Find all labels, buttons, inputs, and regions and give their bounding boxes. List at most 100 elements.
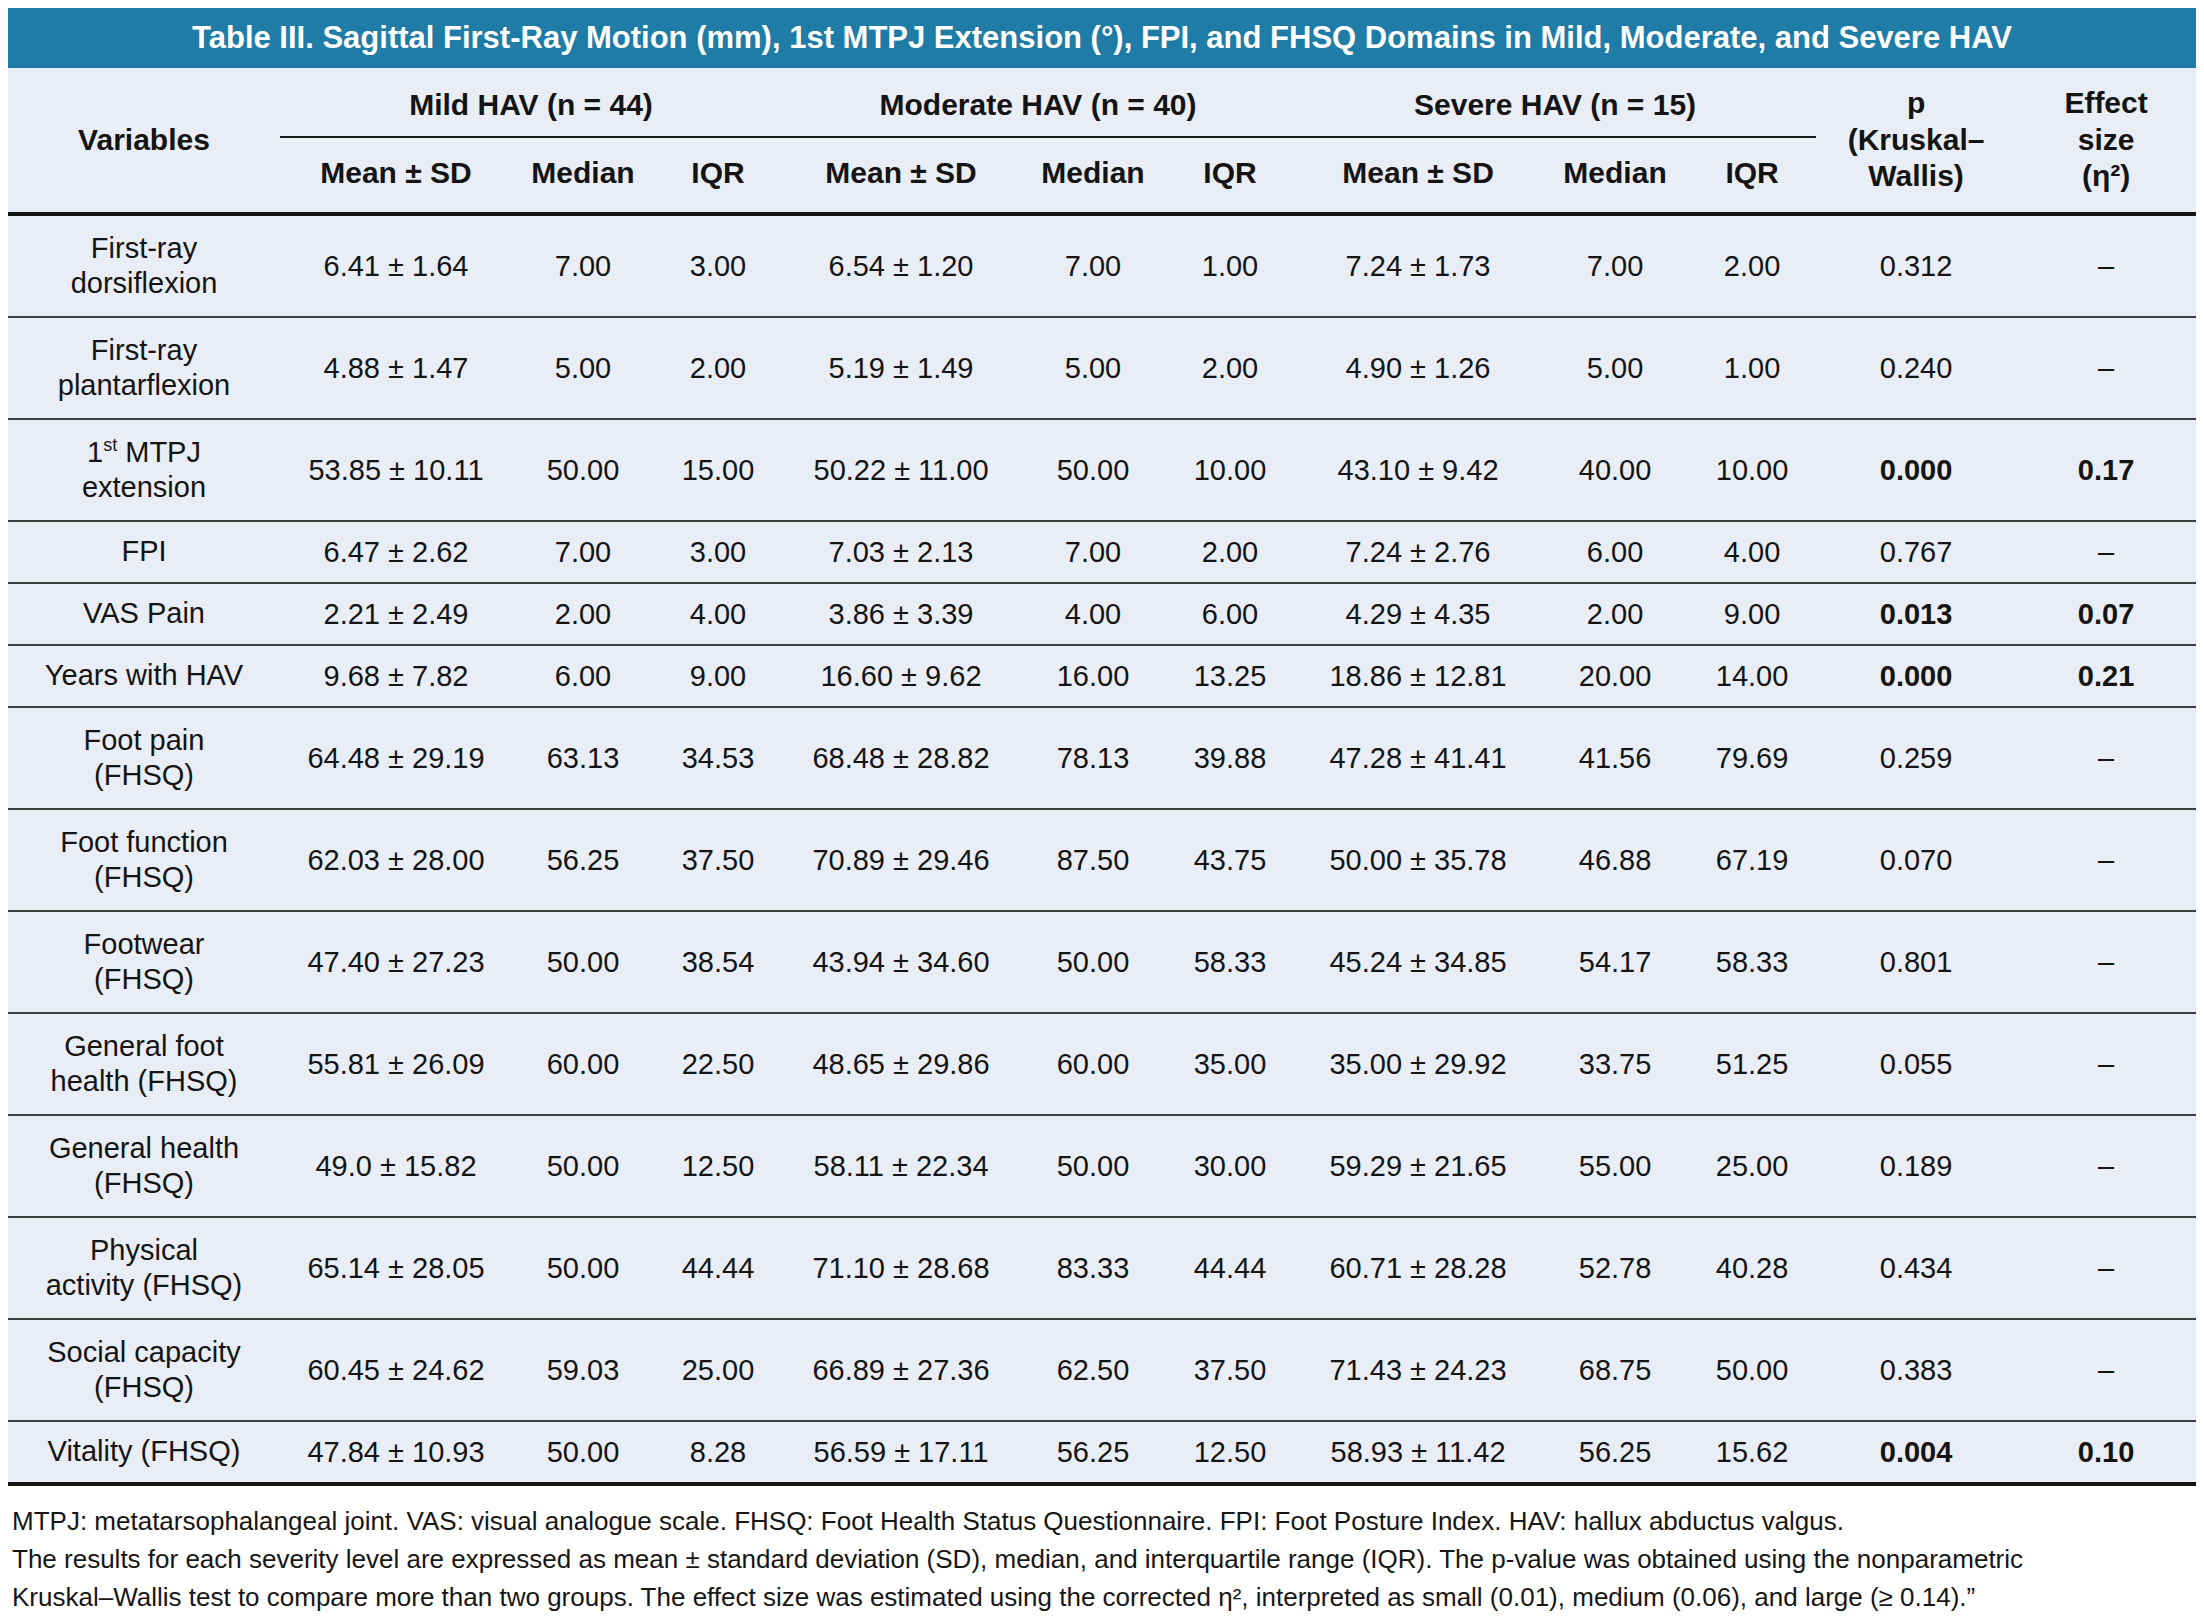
value-cell: 4.29 ± 4.35 — [1294, 583, 1542, 645]
p-value-cell: 0.801 — [1816, 911, 2016, 1013]
value-cell: 49.0 ± 15.82 — [280, 1115, 512, 1217]
value-cell: 20.00 — [1542, 645, 1688, 707]
footnote-line-methods-1: The results for each severity level are … — [12, 1540, 2192, 1578]
value-cell: 45.24 ± 34.85 — [1294, 911, 1542, 1013]
value-cell: 10.00 — [1688, 419, 1816, 521]
variable-label: Physicalactivity (FHSQ) — [8, 1217, 280, 1319]
value-cell: 50.00 — [1020, 419, 1166, 521]
subheader-iqr: IQR — [654, 137, 782, 214]
value-cell: 58.33 — [1166, 911, 1294, 1013]
effect-size-cell: – — [2016, 214, 2196, 317]
value-cell: 2.00 — [1166, 317, 1294, 419]
value-cell: 78.13 — [1020, 707, 1166, 809]
value-cell: 5.19 ± 1.49 — [782, 317, 1020, 419]
value-cell: 60.45 ± 24.62 — [280, 1319, 512, 1421]
p-value-cell: 0.000 — [1816, 645, 2016, 707]
p-value-cell: 0.767 — [1816, 521, 2016, 583]
effect-size-cell: – — [2016, 1013, 2196, 1115]
value-cell: 71.43 ± 24.23 — [1294, 1319, 1542, 1421]
value-cell: 7.00 — [512, 521, 654, 583]
table-row: First-rayplantarflexion4.88 ± 1.475.002.… — [8, 317, 2196, 419]
variable-label: General health(FHSQ) — [8, 1115, 280, 1217]
value-cell: 70.89 ± 29.46 — [782, 809, 1020, 911]
value-cell: 2.00 — [1542, 583, 1688, 645]
variable-label: 1st MTPJextension — [8, 419, 280, 521]
p-value-cell: 0.434 — [1816, 1217, 2016, 1319]
value-cell: 7.00 — [1542, 214, 1688, 317]
group-header-moderate: Moderate HAV (n = 40) — [782, 68, 1294, 137]
subheader-iqr: IQR — [1166, 137, 1294, 214]
value-cell: 50.22 ± 11.00 — [782, 419, 1020, 521]
value-cell: 10.00 — [1166, 419, 1294, 521]
variable-label: VAS Pain — [8, 583, 280, 645]
p-value-cell: 0.259 — [1816, 707, 2016, 809]
value-cell: 15.62 — [1688, 1421, 1816, 1484]
p-header-line: p — [1820, 85, 2012, 122]
value-cell: 62.03 ± 28.00 — [280, 809, 512, 911]
value-cell: 66.89 ± 27.36 — [782, 1319, 1020, 1421]
value-cell: 67.19 — [1688, 809, 1816, 911]
value-cell: 43.10 ± 9.42 — [1294, 419, 1542, 521]
value-cell: 60.00 — [1020, 1013, 1166, 1115]
value-cell: 34.53 — [654, 707, 782, 809]
value-cell: 47.28 ± 41.41 — [1294, 707, 1542, 809]
value-cell: 4.00 — [1688, 521, 1816, 583]
value-cell: 4.88 ± 1.47 — [280, 317, 512, 419]
value-cell: 3.86 ± 3.39 — [782, 583, 1020, 645]
value-cell: 13.25 — [1166, 645, 1294, 707]
value-cell: 50.00 — [1020, 911, 1166, 1013]
value-cell: 2.21 ± 2.49 — [280, 583, 512, 645]
effect-size-cell: – — [2016, 317, 2196, 419]
value-cell: 7.24 ± 2.76 — [1294, 521, 1542, 583]
value-cell: 40.28 — [1688, 1217, 1816, 1319]
value-cell: 1.00 — [1166, 214, 1294, 317]
value-cell: 65.14 ± 28.05 — [280, 1217, 512, 1319]
variable-label: Foot pain(FHSQ) — [8, 707, 280, 809]
value-cell: 50.00 — [1688, 1319, 1816, 1421]
table-row: FPI6.47 ± 2.627.003.007.03 ± 2.137.002.0… — [8, 521, 2196, 583]
value-cell: 55.00 — [1542, 1115, 1688, 1217]
value-cell: 71.10 ± 28.68 — [782, 1217, 1020, 1319]
value-cell: 16.60 ± 9.62 — [782, 645, 1020, 707]
value-cell: 51.25 — [1688, 1013, 1816, 1115]
value-cell: 53.85 ± 10.11 — [280, 419, 512, 521]
group-header-severe: Severe HAV (n = 15) — [1294, 68, 1816, 137]
value-cell: 87.50 — [1020, 809, 1166, 911]
value-cell: 22.50 — [654, 1013, 782, 1115]
data-table: Variables Mild HAV (n = 44) Moderate HAV… — [8, 68, 2196, 1486]
value-cell: 25.00 — [1688, 1115, 1816, 1217]
variable-label: First-raydorsiflexion — [8, 214, 280, 317]
value-cell: 39.88 — [1166, 707, 1294, 809]
value-cell: 2.00 — [512, 583, 654, 645]
subheader-iqr: IQR — [1688, 137, 1816, 214]
value-cell: 58.33 — [1688, 911, 1816, 1013]
value-cell: 56.25 — [512, 809, 654, 911]
table-row: First-raydorsiflexion6.41 ± 1.647.003.00… — [8, 214, 2196, 317]
value-cell: 9.00 — [654, 645, 782, 707]
effect-header-line: (η²) — [2020, 158, 2192, 195]
table-row: Social capacity(FHSQ)60.45 ± 24.6259.032… — [8, 1319, 2196, 1421]
variable-label: FPI — [8, 521, 280, 583]
p-value-cell: 0.000 — [1816, 419, 2016, 521]
value-cell: 6.00 — [512, 645, 654, 707]
subheader-median: Median — [1542, 137, 1688, 214]
value-cell: 46.88 — [1542, 809, 1688, 911]
value-cell: 52.78 — [1542, 1217, 1688, 1319]
value-cell: 50.00 — [1020, 1115, 1166, 1217]
effect-size-cell: – — [2016, 1115, 2196, 1217]
value-cell: 63.13 — [512, 707, 654, 809]
value-cell: 44.44 — [1166, 1217, 1294, 1319]
footnote-line-abbreviations: MTPJ: metatarsophalangeal joint. VAS: vi… — [12, 1502, 2192, 1540]
value-cell: 7.24 ± 1.73 — [1294, 214, 1542, 317]
value-cell: 68.75 — [1542, 1319, 1688, 1421]
value-cell: 6.00 — [1542, 521, 1688, 583]
value-cell: 50.00 — [512, 1217, 654, 1319]
subheader-mean-sd: Mean ± SD — [782, 137, 1020, 214]
subheader-mean-sd: Mean ± SD — [1294, 137, 1542, 214]
table-row: VAS Pain2.21 ± 2.492.004.003.86 ± 3.394.… — [8, 583, 2196, 645]
table-row: General foothealth (FHSQ)55.81 ± 26.0960… — [8, 1013, 2196, 1115]
value-cell: 7.00 — [1020, 214, 1166, 317]
value-cell: 14.00 — [1688, 645, 1816, 707]
value-cell: 50.00 — [512, 1421, 654, 1484]
value-cell: 41.56 — [1542, 707, 1688, 809]
